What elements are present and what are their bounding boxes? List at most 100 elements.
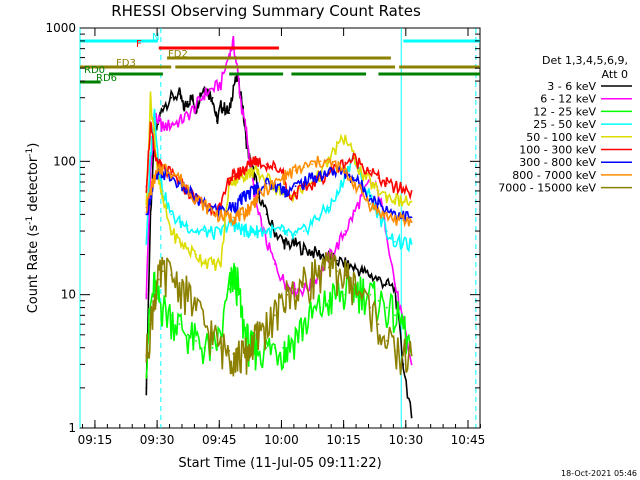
series-7-point-20: [265, 188, 268, 190]
series-4-point-36: [394, 198, 396, 201]
series-0-point-17: [224, 107, 226, 110]
series-3-point-35: [385, 230, 388, 232]
series-4-point-34: [377, 190, 380, 192]
series-7-point-30: [344, 171, 347, 174]
series-0-point-12: [203, 86, 206, 89]
series-2-point-13: [232, 274, 235, 277]
series-8-point-35: [385, 340, 388, 342]
series-3-point-21: [273, 230, 276, 232]
series-7-point-28: [327, 161, 330, 164]
series-3-point-15: [240, 228, 243, 231]
series-2-point-32: [360, 288, 363, 291]
series-8-point-12: [228, 349, 231, 352]
flag-label-f: F: [136, 39, 142, 50]
series-5-point-31: [352, 157, 355, 160]
series-7-point-17: [249, 206, 251, 209]
series-1-point-30: [344, 230, 347, 232]
series-line-8: [145, 252, 413, 377]
series-6-point-12: [228, 206, 231, 209]
series-0-point-32: [311, 250, 314, 253]
series-3-point-19: [257, 230, 260, 232]
series-8-point-25: [302, 283, 305, 286]
series-1-point-8: [195, 105, 197, 107]
series-8-point-37: [402, 354, 405, 357]
legend-label-5: 100 - 300 keV: [519, 144, 596, 157]
series-1-point-31: [352, 213, 355, 216]
series-4-point-4: [162, 200, 164, 203]
series-8-point-4: [162, 270, 164, 273]
series-3-point-5: [170, 213, 173, 216]
series-6-point-33: [369, 195, 372, 197]
series-6-point-13: [232, 205, 235, 208]
series-3-point-22: [282, 230, 285, 232]
series-6-point-0: [145, 213, 148, 216]
series-7-point-34: [377, 210, 380, 213]
series-4-point-16: [244, 173, 247, 176]
series-6-point-25: [302, 181, 305, 183]
series-5-point-0: [145, 185, 148, 188]
legend-label-4: 50 - 100 keV: [526, 131, 596, 144]
series-7-point-33: [369, 202, 372, 205]
series-0-point-40: [377, 278, 380, 281]
series-6-point-28: [327, 171, 330, 174]
legend-label-8: 7000 - 15000 keV: [498, 182, 596, 195]
series-2-point-10: [211, 346, 214, 349]
legend-label-0: 3 - 6 keV: [547, 80, 596, 93]
series-2-point-33: [369, 293, 372, 296]
series-4-point-37: [402, 200, 405, 203]
series-0-point-14: [211, 96, 214, 99]
series-8-point-10: [211, 333, 214, 336]
series-2-point-2: [153, 283, 156, 286]
series-0-point-4: [162, 105, 164, 107]
series-3-point-28: [327, 206, 330, 209]
series-7-point-24: [294, 169, 297, 172]
series-0-point-7: [182, 107, 185, 110]
series-3-point-20: [265, 230, 268, 232]
series-0-point-9: [191, 96, 193, 99]
series-1-point-19: [257, 213, 260, 216]
x-tick-label-2: 09:45: [202, 433, 237, 447]
series-8-point-23: [286, 293, 289, 296]
series-4-point-35: [385, 195, 388, 197]
series-7-point-27: [319, 160, 322, 163]
series-8-point-15: [240, 354, 243, 357]
series-0-point-37: [352, 266, 355, 269]
series-1-point-14: [236, 69, 239, 72]
series-5-point-17: [249, 163, 251, 166]
series-0-point-8: [186, 100, 189, 103]
series-7-point-35: [385, 214, 388, 217]
series-7-point-36: [394, 218, 396, 220]
series-1-point-36: [394, 283, 396, 286]
series-6-point-31: [352, 177, 355, 179]
legend-header-0: Det 1,3,4,5,6,9,: [542, 54, 628, 67]
series-7-point-4: [162, 166, 164, 169]
series-1-point-32: [360, 195, 363, 197]
series-8-point-6: [178, 283, 181, 286]
series-2-point-37: [402, 323, 405, 326]
series-1-point-9: [203, 93, 206, 95]
series-8-point-22: [282, 303, 285, 305]
series-3-point-14: [236, 226, 239, 229]
series-7-point-16: [244, 210, 247, 213]
series-8-point-0: [145, 354, 148, 357]
x-tick-label-6: 10:45: [451, 433, 486, 447]
series-1-point-0: [145, 293, 148, 296]
series-6-point-27: [319, 173, 322, 176]
series-2-point-21: [273, 346, 276, 349]
series-3-point-11: [220, 232, 222, 234]
x-tick-label-3: 10:00: [264, 433, 299, 447]
series-7-point-2: [153, 177, 156, 179]
series-7-point-37: [402, 219, 405, 222]
series-8-point-8: [195, 306, 197, 309]
series-1-point-16: [244, 126, 247, 129]
series-5-point-36: [394, 186, 396, 189]
series-4-point-6: [178, 240, 181, 243]
series-4-point-1: [149, 96, 152, 99]
series-6-point-36: [394, 212, 396, 214]
series-4-point-7: [186, 248, 189, 250]
series-line-4: [145, 91, 412, 272]
series-0-point-41: [385, 283, 388, 286]
series-2-point-28: [327, 299, 330, 302]
y-axis-label: Count Rate (s-1 detector-1): [25, 143, 41, 314]
